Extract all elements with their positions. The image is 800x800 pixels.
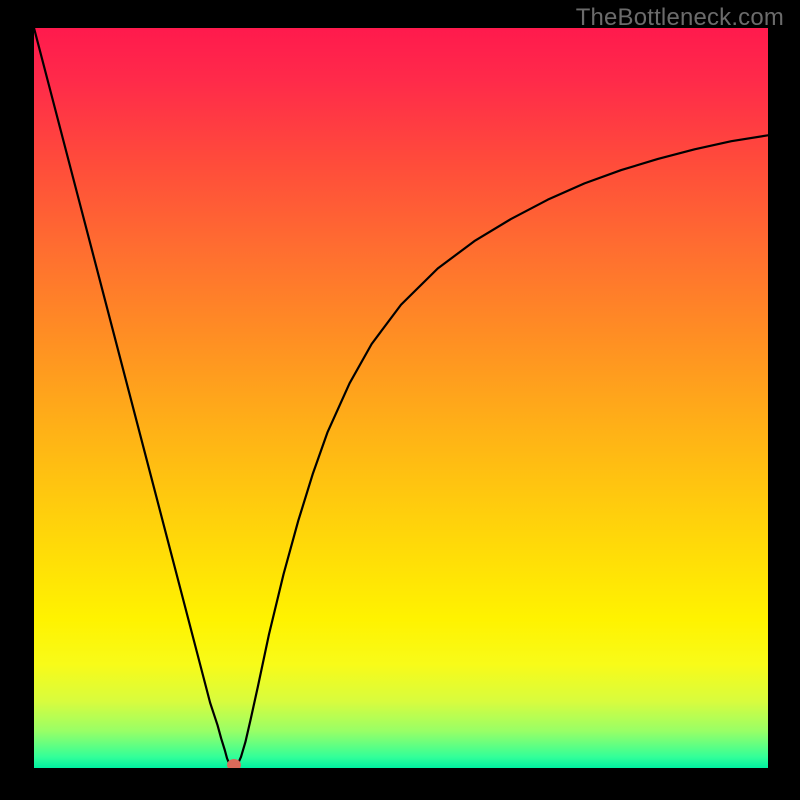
bottleneck-curve — [34, 28, 768, 768]
watermark-text: TheBottleneck.com — [576, 4, 784, 32]
optimal-point-marker — [227, 759, 241, 768]
chart-stage: TheBottleneck.com — [0, 0, 800, 800]
plot-area — [34, 28, 768, 768]
